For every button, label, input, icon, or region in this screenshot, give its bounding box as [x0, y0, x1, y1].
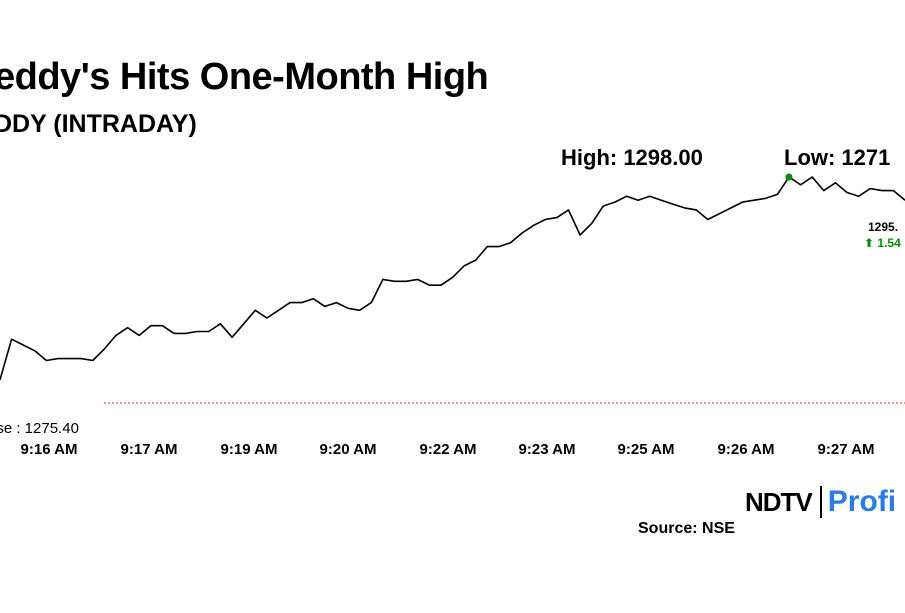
- high-label: High: 1298.00: [561, 145, 703, 170]
- intraday-line-chart: [0, 173, 905, 404]
- chart-title: eddy's Hits One-Month High: [0, 56, 489, 98]
- prev-close-label: ose : 1275.40: [0, 420, 79, 437]
- x-tick-label: 9:22 AM: [419, 441, 477, 458]
- logo-profit-text: Profi: [827, 485, 897, 518]
- price-series-line: [0, 176, 905, 381]
- x-tick-label: 9:17 AM: [120, 441, 178, 458]
- x-tick-label: 9:20 AM: [319, 441, 377, 458]
- logo-divider: [819, 486, 822, 518]
- x-tick-label: 9:23 AM: [518, 441, 576, 458]
- logo-ndtv-text: NDTV: [745, 486, 813, 517]
- last-price-label: 1295.: [868, 220, 899, 234]
- low-label: Low: 1271: [784, 145, 891, 170]
- ndtv-profit-logo: NDTV Profi: [745, 485, 896, 519]
- last-change-label: ⬆ 1.54: [864, 236, 901, 250]
- x-tick-label: 9:19 AM: [220, 441, 278, 458]
- chart-subtitle: DDY (INTRADAY): [0, 110, 197, 138]
- x-tick-label: 9:16 AM: [20, 441, 78, 458]
- high-marker: [785, 173, 793, 181]
- x-tick-label: 9:27 AM: [817, 441, 875, 458]
- x-tick-label: 9:25 AM: [617, 441, 675, 458]
- x-tick-label: 9:26 AM: [717, 441, 775, 458]
- source-note: Source: NSE: [638, 520, 735, 537]
